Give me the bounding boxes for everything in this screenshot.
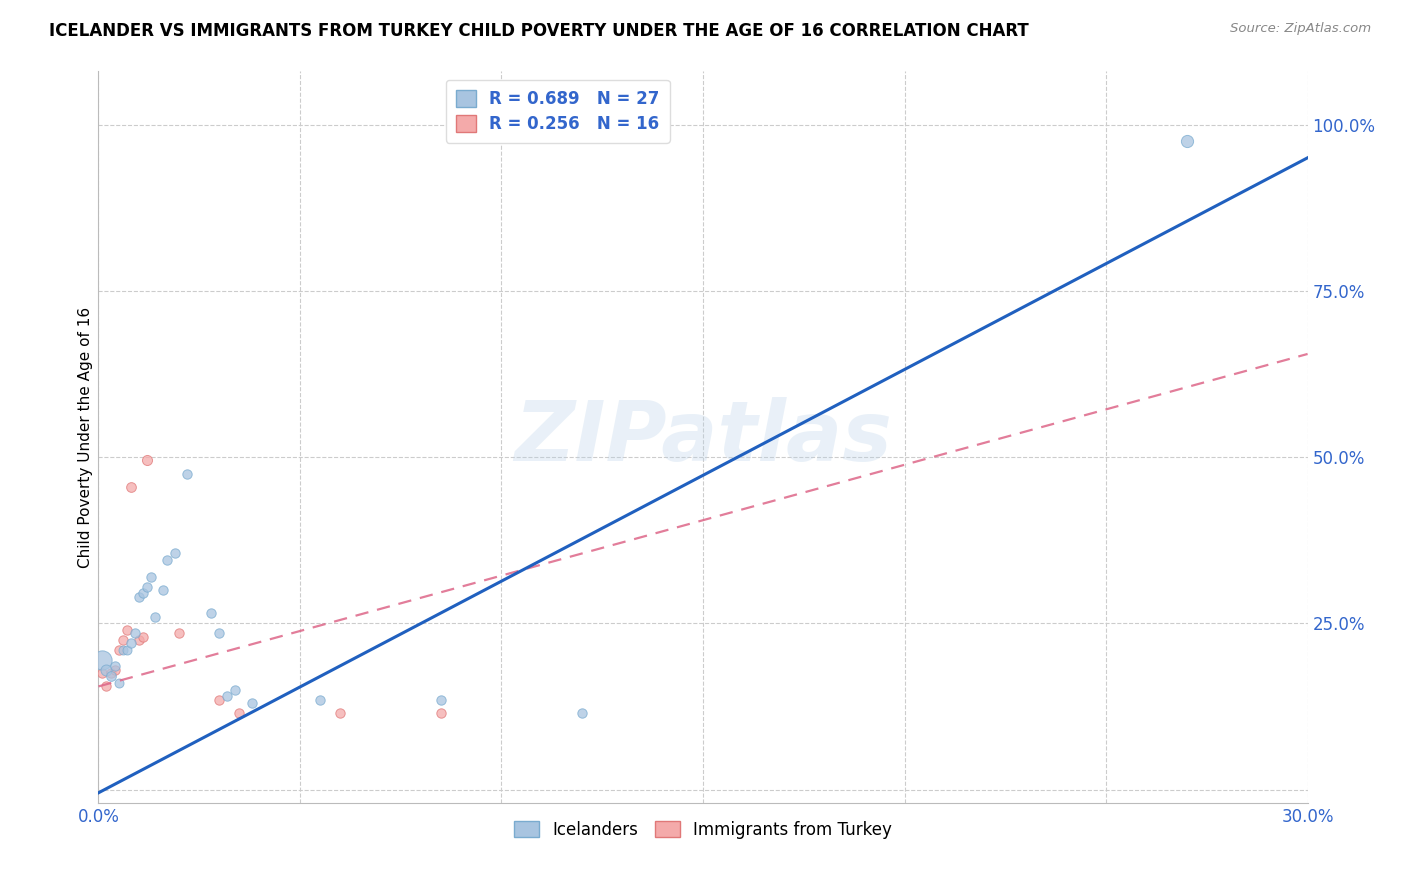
Point: [135, 453, 157, 467]
Point: [430, 706, 453, 720]
Point: [208, 626, 231, 640]
Point: [132, 586, 155, 600]
Point: [1175, 134, 1198, 148]
Point: [200, 607, 222, 621]
Point: [139, 570, 162, 584]
Point: [217, 690, 239, 704]
Point: [91, 666, 114, 681]
Point: [107, 643, 129, 657]
Point: [152, 582, 174, 597]
Point: [430, 692, 453, 706]
Text: ZIPatlas: ZIPatlas: [515, 397, 891, 477]
Point: [571, 706, 593, 720]
Text: Source: ZipAtlas.com: Source: ZipAtlas.com: [1230, 22, 1371, 36]
Point: [176, 467, 198, 481]
Point: [120, 636, 142, 650]
Point: [103, 663, 125, 677]
Point: [111, 632, 134, 647]
Point: [224, 682, 246, 697]
Point: [309, 692, 332, 706]
Point: [143, 609, 166, 624]
Point: [156, 553, 179, 567]
Point: [329, 706, 352, 720]
Point: [228, 706, 250, 720]
Point: [135, 580, 157, 594]
Point: [100, 669, 122, 683]
Point: [163, 546, 186, 560]
Point: [240, 696, 263, 710]
Point: [96, 680, 118, 694]
Text: ICELANDER VS IMMIGRANTS FROM TURKEY CHILD POVERTY UNDER THE AGE OF 16 CORRELATIO: ICELANDER VS IMMIGRANTS FROM TURKEY CHIL…: [49, 22, 1029, 40]
Point: [120, 480, 142, 494]
Point: [124, 626, 146, 640]
Point: [107, 676, 129, 690]
Point: [132, 630, 155, 644]
Point: [128, 632, 150, 647]
Point: [115, 643, 138, 657]
Point: [128, 590, 150, 604]
Point: [208, 692, 231, 706]
Point: [103, 659, 125, 673]
Point: [111, 643, 134, 657]
Point: [167, 626, 190, 640]
Point: [91, 653, 114, 667]
Legend: Icelanders, Immigrants from Turkey: Icelanders, Immigrants from Turkey: [508, 814, 898, 846]
Point: [96, 663, 118, 677]
Point: [115, 623, 138, 637]
Y-axis label: Child Poverty Under the Age of 16: Child Poverty Under the Age of 16: [77, 307, 93, 567]
Point: [100, 666, 122, 681]
